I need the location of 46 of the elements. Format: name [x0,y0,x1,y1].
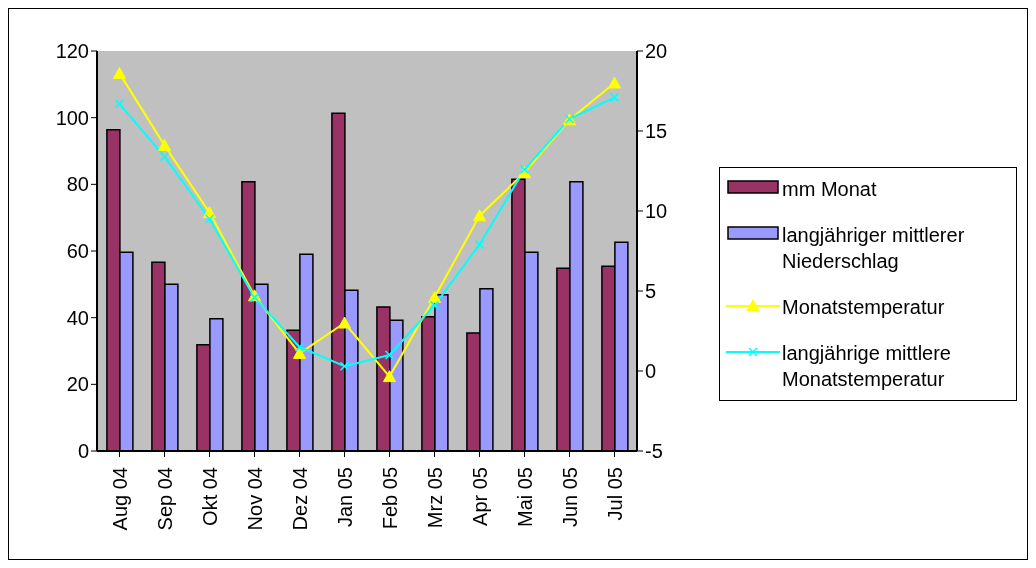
y-tick-label: 40 [66,306,89,329]
point [339,361,350,371]
point [609,92,620,103]
x-tick-label: Nov 04 [243,467,266,531]
point [338,316,351,329]
point [473,209,486,222]
x-tick-label: Dez 04 [288,467,311,531]
point [383,370,396,383]
y-tick-label: 20 [66,373,89,396]
x-tick-label: Apr 05 [468,467,491,526]
point [474,239,485,250]
point [294,342,305,352]
x-tick-label: Jul 05 [603,467,626,521]
y2-tick-label: 10 [645,200,668,223]
legend-label: mm Monat [782,177,877,202]
x-tick-label: Jun 05 [558,467,581,528]
y-tick-label: 100 [55,106,89,129]
y2-tick-label: -5 [645,440,663,463]
x-tick-label: Jan 05 [333,467,356,528]
x-tick-label: Okt 04 [198,467,221,526]
point [113,66,126,79]
y2-tick-label: 15 [645,120,668,143]
x-tick-label: Aug 04 [108,467,131,531]
y-tick-label: 60 [66,240,89,263]
y-tick-label: 80 [66,173,89,196]
x-tick-label: Mai 05 [513,467,536,528]
point [519,164,530,175]
y2-tick-label: 5 [645,280,657,303]
legend-label: langjährige mittlere Monatstemperatur [782,341,952,392]
y-tick-label: 120 [55,40,89,63]
y2-tick-label: 0 [645,360,657,383]
y2-tick-label: 20 [645,40,668,63]
point [159,151,170,162]
point [384,350,395,360]
x-tick-label: Mrz 05 [423,467,446,529]
point [158,138,171,151]
legend-label: langjähriger mittlerer Niederschlag [782,223,966,274]
point [114,99,125,109]
point [204,214,215,224]
x-tick-label: Sep 04 [153,467,176,531]
point [429,300,440,311]
x-tick-label: Feb 05 [378,467,401,530]
legend-label: Monatstemperatur [782,295,945,320]
y-tick-label: 0 [77,440,89,463]
point [608,76,621,89]
point [428,290,441,303]
